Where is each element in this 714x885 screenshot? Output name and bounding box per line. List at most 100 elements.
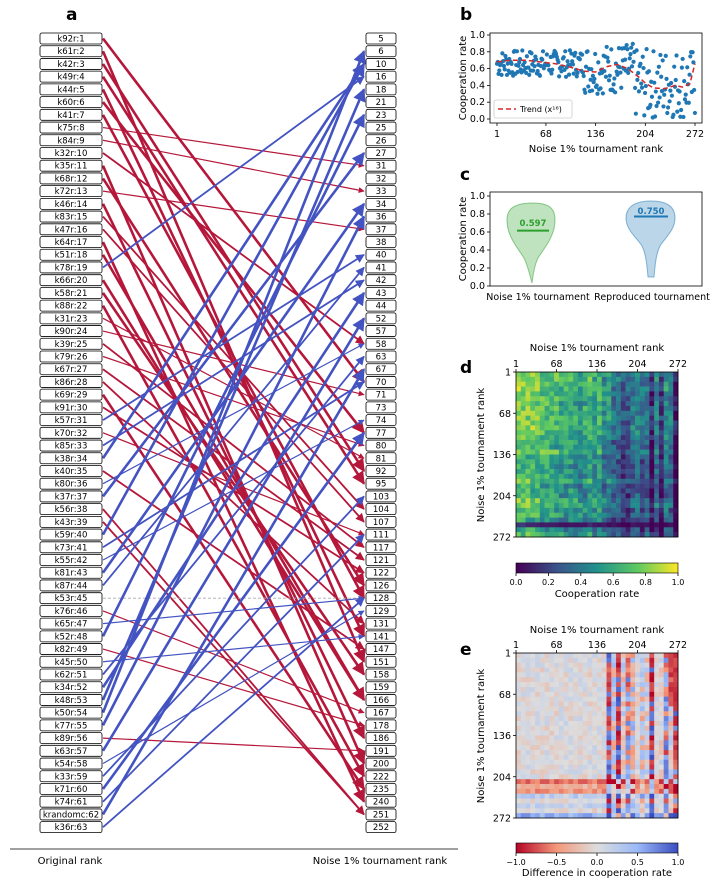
heatmap-cell [525,779,531,785]
heatmap-cell [525,405,531,412]
heatmap-cell [630,720,636,727]
heatmap-cell [577,478,584,484]
heatmap-cell [654,459,660,465]
heatmap-cell [577,372,584,378]
heatmap-cell [620,386,626,392]
heatmap-cell [601,774,607,780]
heatmap-cell [597,716,603,722]
heatmap-cell [663,701,669,707]
heatmap-cell [654,493,660,499]
heatmap-cell [649,420,655,426]
heatmap-cell [563,706,569,712]
heatmap-cell [644,711,650,717]
scatter-xlabel: Noise 1% tournament rank [529,144,664,155]
heatmap-cell [597,793,603,799]
heatmap-cell [673,754,679,761]
heatmap-cell [658,813,665,819]
heatmap-cell [520,657,526,664]
heatmap-cell [658,396,665,402]
heatmap-cell [525,493,531,499]
heatmap-cell [587,376,593,383]
heatmap-cell [516,469,522,475]
scatter-point [605,55,610,60]
heatmap-cell [606,653,612,659]
scatter-point [648,102,653,107]
heatmap-cell [668,725,674,731]
heatmap-cell [577,522,584,528]
left-rank-label: k35r:11 [55,162,88,172]
heatmap-cell [625,386,631,392]
heatmap-cell [597,706,603,712]
heatmap-cell [582,701,588,707]
heatmap-cell [673,372,679,378]
heatmap-cell [606,672,612,678]
heatmap-cell [658,691,665,697]
heatmap-cell [611,473,617,480]
heatmap-cell [649,653,655,659]
heatmap-cell [601,430,607,436]
heatmap-cell [573,769,579,775]
left-rank-box [39,108,103,121]
scatter-point [624,42,629,48]
heatmap-cell [668,769,674,775]
heatmap-cell [535,716,541,722]
heatmap-cell [539,774,545,780]
heatmap-cell [549,483,555,489]
heatmap-cell [544,381,550,387]
heatmap-cell [606,793,612,799]
heatmap-cell [520,483,526,489]
scatter-point [544,52,549,57]
heatmap-cell [620,754,626,761]
heatmap-cell [558,410,564,416]
heatmap-cell [606,764,612,770]
heatmap-cell [649,813,655,819]
heatmap-cell [582,372,588,378]
heatmap-cell [616,522,622,528]
heatmap-cell [597,750,603,756]
scatter-point [633,111,638,116]
heatmap-cell [549,454,555,460]
heatmap-cell [654,803,660,809]
heatmap-cell [558,488,564,494]
heatmap-cell [573,507,579,514]
heatmap-cell [649,459,655,465]
scatter-point [606,59,611,64]
heatmap-cell [668,469,674,475]
scatter-point [499,72,504,77]
heatmap-cell [530,764,536,770]
heatmap-cell [563,512,569,518]
heatmap-cell [658,696,665,702]
heatmap-cell [673,682,679,688]
heatmap-cell [644,803,650,809]
heatmap-cell [577,813,584,819]
heatmap-cell [625,376,631,383]
heatmap-cell [544,401,550,407]
left-rank-box [39,579,103,592]
heatmap-cell [520,779,526,785]
scatter-ytick-label: 0.8 [470,47,485,58]
heatmap-cell [554,396,560,402]
heatmap-cell [549,517,555,523]
heatmap-cell [558,803,564,809]
left-rank-label: k65r:47 [55,620,88,630]
heatmap-cell [582,672,588,678]
heatmap-cell [582,527,588,533]
heatmap-cell [592,657,598,664]
heatmap-cell [644,410,650,416]
left-rank-box [39,719,103,732]
heatmap-cell [616,454,622,460]
heatmap-cell [654,740,660,746]
heatmap-cell [549,396,555,402]
heatmap-cell [558,449,564,455]
heatmap-cell [644,706,650,712]
heatmap-cell [539,522,545,528]
heatmap-cell [625,730,631,736]
scatter-point [615,72,620,77]
scatter-point [665,110,670,116]
heatmap-cell [649,386,655,392]
heatmap-cell [558,444,564,450]
scatter-point [522,60,527,65]
heatmap-cell [558,793,564,799]
right-rank-label: 191 [373,747,389,757]
heatmap-cell [597,808,603,814]
